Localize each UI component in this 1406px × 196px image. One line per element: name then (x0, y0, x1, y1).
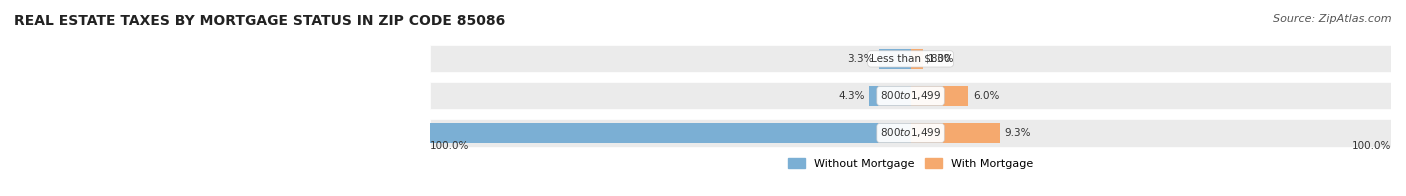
Bar (430, 82, 1391, 109)
Text: Less than $800: Less than $800 (870, 54, 950, 64)
Text: 4.3%: 4.3% (838, 91, 865, 101)
Bar (879, 49, 911, 69)
Text: Source: ZipAtlas.com: Source: ZipAtlas.com (1274, 14, 1392, 24)
Text: $800 to $1,499: $800 to $1,499 (880, 89, 941, 103)
Text: 90.1%: 90.1% (65, 128, 100, 138)
Text: 100.0%: 100.0% (430, 141, 470, 151)
Bar (430, 45, 1391, 72)
Text: 1.3%: 1.3% (928, 54, 955, 64)
Bar (45, 123, 911, 143)
Legend: Without Mortgage, With Mortgage: Without Mortgage, With Mortgage (783, 153, 1038, 173)
Text: 6.0%: 6.0% (973, 91, 1000, 101)
Text: $800 to $1,499: $800 to $1,499 (880, 126, 941, 140)
Text: 3.3%: 3.3% (848, 54, 875, 64)
Bar (911, 49, 924, 69)
Text: REAL ESTATE TAXES BY MORTGAGE STATUS IN ZIP CODE 85086: REAL ESTATE TAXES BY MORTGAGE STATUS IN … (14, 14, 505, 28)
Bar (911, 123, 1000, 143)
Text: 9.3%: 9.3% (1005, 128, 1031, 138)
Text: 100.0%: 100.0% (1351, 141, 1391, 151)
Bar (911, 86, 969, 106)
Bar (869, 86, 911, 106)
Bar (430, 119, 1391, 146)
